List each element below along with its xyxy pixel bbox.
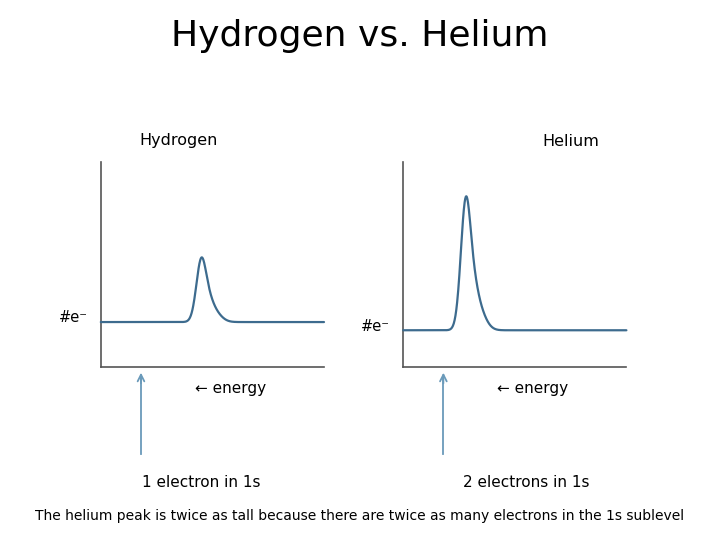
Text: ← energy: ← energy <box>497 381 568 396</box>
Text: #e⁻: #e⁻ <box>361 319 390 334</box>
Text: The helium peak is twice as tall because there are twice as many electrons in th: The helium peak is twice as tall because… <box>35 509 685 523</box>
Text: Hydrogen vs. Helium: Hydrogen vs. Helium <box>171 19 549 53</box>
Text: #e⁻: #e⁻ <box>59 310 88 326</box>
Text: 2 electrons in 1s: 2 electrons in 1s <box>463 475 589 490</box>
Text: Hydrogen: Hydrogen <box>140 133 218 148</box>
Text: Helium: Helium <box>542 133 599 148</box>
Text: ← energy: ← energy <box>194 381 266 396</box>
Text: 1 electron in 1s: 1 electron in 1s <box>142 475 261 490</box>
